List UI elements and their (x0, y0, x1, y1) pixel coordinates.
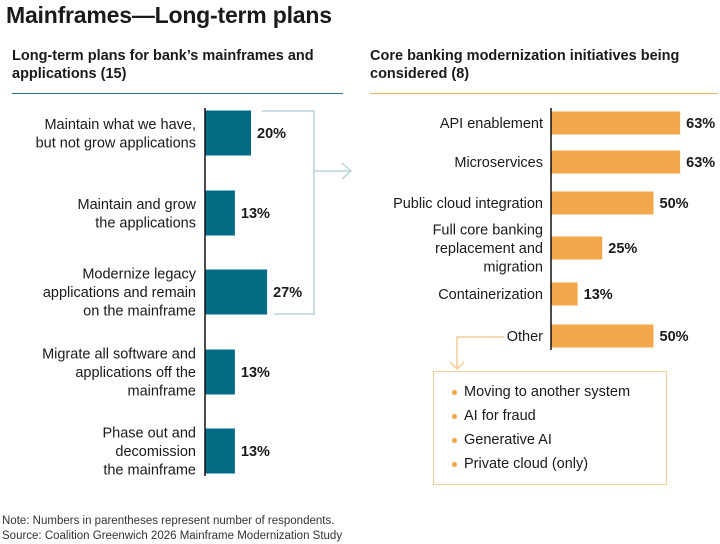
right-category-label-5: Other (507, 329, 543, 345)
other-arrow-icon (449, 336, 504, 371)
left-bar-4 (205, 428, 235, 474)
left-bar-3 (205, 349, 235, 395)
left-category-label-1: Maintain and grow the applications (78, 197, 197, 232)
right-bar-2 (551, 191, 654, 215)
right-value-label-5: 50% (660, 329, 689, 345)
right-category-label-2: Public cloud integration (393, 196, 543, 212)
right-category-label-4: Containerization (438, 287, 543, 303)
left-value-label-0: 20% (257, 126, 286, 142)
left-bar-chart: 20% Maintain what we have, but not grow ap… (36, 108, 302, 479)
left-bar-0 (205, 110, 251, 156)
left-bar-2 (205, 269, 268, 315)
right-bar-3 (551, 236, 603, 260)
left-chart-subtitle: Long-term plans for bank’s mainframes an… (12, 48, 314, 82)
other-details-box: Moving to another system AI for fraud Gene… (433, 371, 667, 485)
footnote: Note: Numbers in parentheses represent n… (2, 514, 342, 544)
other-detail-item-1: AI for fraud (452, 404, 666, 428)
right-bar-5 (551, 324, 654, 348)
right-chart-subtitle: Core banking modernization initiatives b… (370, 48, 680, 82)
right-value-label-4: 13% (584, 287, 613, 303)
bracket-arrow-icon (314, 162, 353, 180)
left-bar-1 (205, 190, 235, 236)
right-value-label-1: 63% (686, 155, 715, 171)
note-text: Note: Numbers in parentheses represent n… (2, 515, 335, 527)
left-value-label-4: 13% (241, 444, 270, 460)
left-value-label-3: 13% (241, 365, 270, 381)
other-details-list: Moving to another system AI for fraud Gene… (434, 372, 666, 476)
left-value-label-1: 13% (241, 206, 270, 222)
other-detail-item-0: Moving to another system (452, 380, 666, 404)
right-divider (370, 93, 718, 94)
chart-title: Mainframes—Long-term plans (6, 2, 332, 28)
right-value-label-2: 50% (660, 196, 689, 212)
source-text: Source: Coalition Greenwich 2026 Mainfra… (2, 530, 343, 542)
right-value-label-3: 25% (608, 241, 637, 257)
right-category-label-3: Full core banking replacement and migratio… (433, 223, 543, 276)
left-divider (12, 93, 343, 94)
right-bar-0 (551, 111, 681, 135)
right-bar-4 (551, 282, 578, 306)
right-bar-1 (551, 150, 681, 174)
bracket-line (262, 110, 315, 315)
left-value-label-2: 27% (273, 285, 302, 301)
left-category-label-3: Migrate all software and applications off… (42, 347, 196, 400)
left-category-label-4: Phase out and decomission the mainframe (102, 426, 196, 479)
other-detail-item-2: Generative AI (452, 428, 666, 452)
right-category-label-1: Microservices (454, 155, 543, 171)
left-category-label-0: Maintain what we have, but not grow appli… (36, 117, 196, 152)
right-value-label-0: 63% (686, 116, 715, 132)
right-bar-chart: 63% API enablement 63% Microservices 50% Publ… (393, 108, 715, 350)
right-category-label-0: API enablement (440, 116, 543, 132)
left-category-label-2: Modernize legacy applications and remain o… (43, 267, 197, 320)
other-detail-item-3: Private cloud (only) (452, 452, 666, 476)
connectors (262, 110, 504, 371)
